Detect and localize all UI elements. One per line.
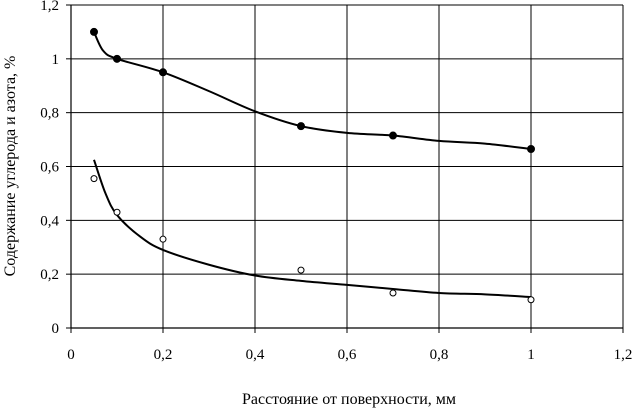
y-tick-label: 0,6 [40, 160, 59, 176]
data-point-series-1 [90, 27, 98, 36]
data-point-series-2 [297, 266, 305, 274]
axes [66, 4, 624, 333]
data-point-series-1 [297, 122, 305, 131]
data-point-series-2 [90, 175, 98, 183]
data-points [90, 27, 535, 304]
trend-line-series-1 [93, 31, 532, 150]
data-point-series-2 [159, 235, 167, 243]
y-tick-label: 0,4 [40, 213, 59, 229]
x-tick-label: 0,6 [338, 347, 357, 363]
y-tick-label: 0,8 [40, 106, 59, 122]
x-tick-label: 0,2 [154, 347, 173, 363]
x-axis-title: Расстояние от поверхности, мм [242, 391, 456, 408]
x-tick-label: 0,4 [246, 347, 265, 363]
data-point-series-1 [527, 145, 535, 154]
y-tick-label: 1,2 [40, 0, 59, 14]
data-point-series-1 [389, 131, 397, 140]
data-point-series-1 [113, 54, 121, 63]
data-point-series-1 [159, 68, 167, 77]
x-tick-labels: 0 0,2 0,4 0,6 0,8 1 1,2 [67, 347, 632, 363]
data-point-series-2 [527, 296, 535, 304]
x-tick-label: 0 [67, 347, 75, 363]
y-tick-label: 0,2 [40, 267, 59, 283]
y-tick-labels: 0 0,2 0,4 0,6 0,8 1 1,2 [40, 0, 59, 337]
y-axis-title: Содержание углерода и азота, % [2, 56, 19, 277]
trend-line-series-2 [93, 159, 532, 299]
data-point-series-2 [389, 289, 397, 297]
y-tick-label: 0 [52, 321, 60, 337]
y-tick-label: 1 [52, 52, 60, 68]
x-tick-label: 0,8 [430, 347, 449, 363]
grid [71, 4, 624, 328]
data-point-series-2 [113, 208, 121, 216]
x-tick-label: 1,2 [614, 347, 633, 363]
x-tick-label: 1 [527, 347, 535, 363]
